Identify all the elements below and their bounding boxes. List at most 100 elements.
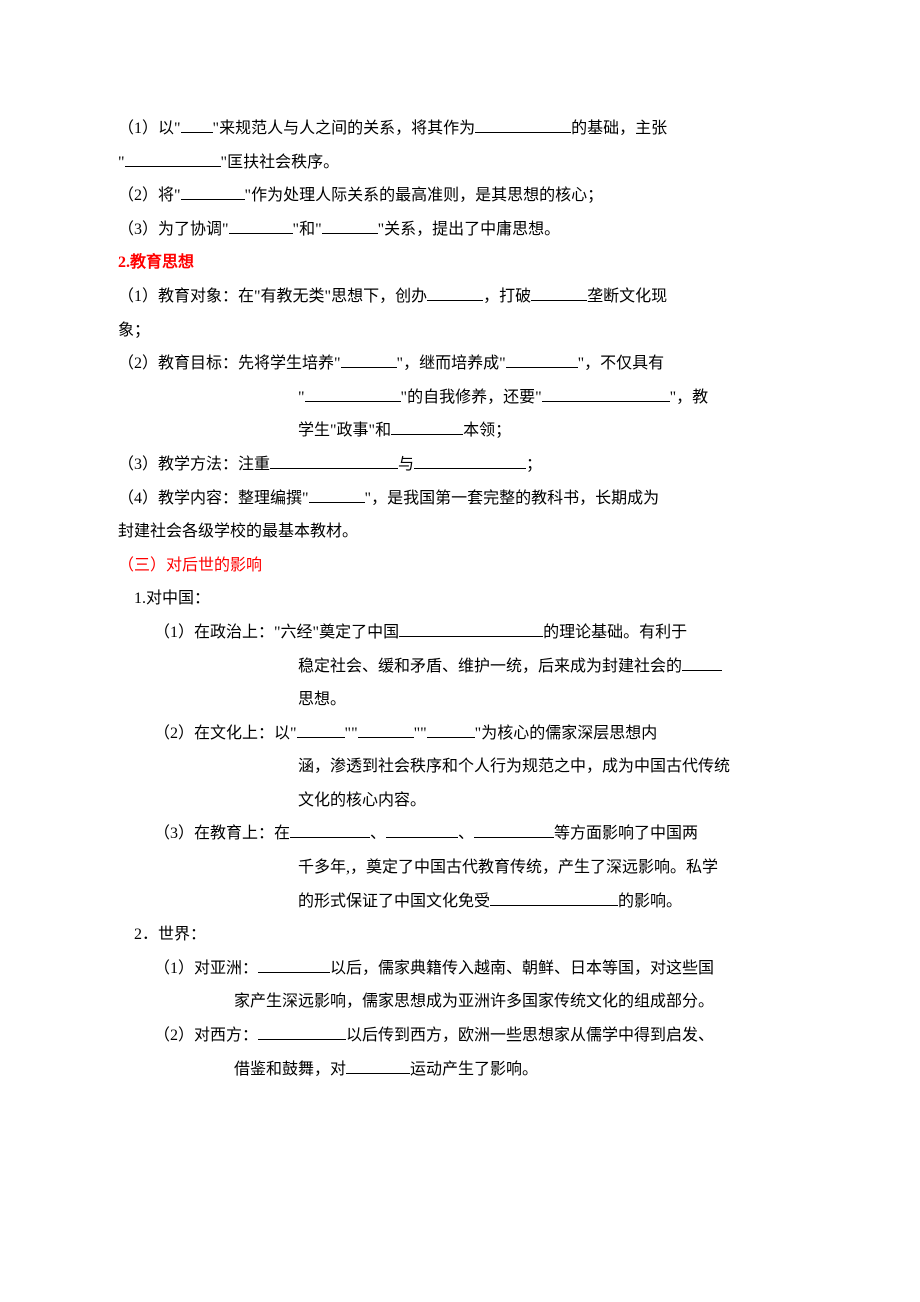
text: 与 [398, 456, 414, 473]
text: "，是我国第一套完整的教科书，长期成为 [365, 490, 660, 507]
para-3w-2: （2）对西方：以后传到西方，欧洲一些思想家从儒学中得到启发、 [118, 1019, 802, 1053]
text: ； [526, 456, 542, 473]
text: 以后，儒家典籍传入越南、朝鲜、日本等国，对这些国 [330, 960, 714, 977]
text: （2）教育目标：先将学生培养" [118, 355, 341, 372]
para-1-3: （3）为了协调" "和" "关系，提出了中庸思想。 [118, 213, 802, 247]
text: 借鉴和鼓舞，对 [234, 1061, 346, 1078]
text: "来规范人与人之间的关系，将其作为 [213, 120, 476, 137]
blank [682, 654, 722, 671]
blank [290, 821, 370, 838]
text: 2．世界： [134, 926, 206, 943]
text: "" [345, 725, 358, 742]
text: "，教 [670, 389, 709, 406]
text: 的基础，主张 [571, 120, 667, 137]
text: "为核心的儒家深层思想内 [475, 725, 658, 742]
text: （1）以" [118, 120, 181, 137]
blank [305, 385, 401, 402]
text: "关系，提出了中庸思想。 [378, 221, 561, 238]
para-1-1: （1）以" "来规范人与人之间的关系，将其作为 的基础，主张 [118, 112, 802, 146]
para-2-3: （3）教学方法：注重 与 ； [118, 448, 802, 482]
text: 的影响。 [618, 893, 682, 910]
text: （1）在政治上："六经"奠定了中国 [154, 624, 399, 641]
text: （4）教学内容：整理编撰" [118, 490, 309, 507]
blank [542, 385, 670, 402]
para-3w-2-cont: 借鉴和鼓舞，对 运动产生了影响。 [118, 1053, 802, 1087]
para-2-2-cont1: ""的自我修养，还要""，教 [118, 381, 802, 415]
heading-3-impact: （三）对后世的影响 [118, 549, 802, 583]
para-3-2: （2）在文化上：以" "" "" "为核心的儒家深层思想内 [118, 717, 802, 751]
text: （3）在教育上：在 [154, 825, 290, 842]
text: （3）教学方法：注重 [118, 456, 270, 473]
para-3w-1-cont: 家产生深远影响，儒家思想成为亚洲许多国家传统文化的组成部分。 [118, 985, 802, 1019]
text: 稳定社会、缓和矛盾、维护一统，后来成为封建社会的 [298, 658, 682, 675]
heading-2-edu: 2.教育思想 [118, 246, 802, 280]
blank [181, 116, 213, 133]
text: "" [414, 725, 427, 742]
blank [358, 721, 414, 738]
text: 涵，渗透到社会秩序和个人行为规范之中，成为中国古代传统 [298, 758, 730, 775]
text: "，不仅具有 [578, 355, 665, 372]
text: 、 [458, 825, 474, 842]
text: "匡扶社会秩序。 [221, 154, 340, 171]
blank [341, 351, 397, 368]
para-1-1-cont: ""匡扶社会秩序。 [118, 146, 802, 180]
blank [125, 150, 221, 167]
para-3-world: 2．世界： [118, 918, 802, 952]
para-3-1: （1）在政治上："六经"奠定了中国 的理论基础。有利于 [118, 616, 802, 650]
blank [474, 821, 554, 838]
blank [270, 452, 398, 469]
text: "的自我修养，还要" [401, 389, 542, 406]
text: 等方面影响了中国两 [554, 825, 698, 842]
text: 家产生深远影响，儒家思想成为亚洲许多国家传统文化的组成部分。 [234, 993, 714, 1010]
text: 本领； [463, 422, 511, 439]
text: "作为处理人际关系的最高准则，是其思想的核心； [245, 187, 604, 204]
blank [399, 620, 543, 637]
blank [490, 889, 618, 906]
text: 的形式保证了中国文化免受 [298, 893, 490, 910]
para-2-1: （1）教育对象：在"有教无类"思想下，创办，打破垄断文化现 [118, 280, 802, 314]
para-3-3: （3）在教育上：在 、 、 等方面影响了中国两 [118, 817, 802, 851]
blank [391, 418, 463, 435]
para-3w-1: （1）对亚洲： 以后，儒家典籍传入越南、朝鲜、日本等国，对这些国 [118, 952, 802, 986]
text: 千多年,，奠定了中国古代教育传统，产生了深远影响。私学 [298, 859, 718, 876]
heading-text: （三）对后世的影响 [118, 557, 262, 574]
text: ，打破 [483, 288, 531, 305]
blank [427, 721, 475, 738]
text: （2）将" [118, 187, 181, 204]
text: 的理论基础。有利于 [543, 624, 687, 641]
text: 思想。 [298, 691, 346, 708]
text: 、 [370, 825, 386, 842]
text: （1）教育对象：在"有教无类"思想下，创办 [118, 288, 427, 305]
blank [346, 1057, 410, 1074]
blank [386, 821, 458, 838]
text: 运动产生了影响。 [410, 1061, 538, 1078]
blank [531, 284, 587, 301]
text: （3）为了协调" [118, 221, 229, 238]
blank [309, 486, 365, 503]
text: （2）在文化上：以" [154, 725, 297, 742]
para-1-2: （2）将" "作为处理人际关系的最高准则，是其思想的核心； [118, 179, 802, 213]
para-3-2-cont2: 文化的核心内容。 [118, 784, 802, 818]
para-2-4: （4）教学内容：整理编撰" "，是我国第一套完整的教科书，长期成为 [118, 482, 802, 516]
para-3-3-cont2: 的形式保证了中国文化免受 的影响。 [118, 885, 802, 919]
blank [322, 217, 378, 234]
document-page: （1）以" "来规范人与人之间的关系，将其作为 的基础，主张 ""匡扶社会秩序。 （… [0, 0, 920, 1302]
blank [258, 1023, 346, 1040]
para-2-2: （2）教育目标：先将学生培养""，继而培养成""，不仅具有 [118, 347, 802, 381]
blank [258, 956, 330, 973]
para-3-1-cont2: 思想。 [118, 683, 802, 717]
blank [229, 217, 293, 234]
para-3-2-cont1: 涵，渗透到社会秩序和个人行为规范之中，成为中国古代传统 [118, 750, 802, 784]
text: 以后传到西方，欧洲一些思想家从儒学中得到启发、 [346, 1027, 714, 1044]
blank [427, 284, 483, 301]
blank [414, 452, 526, 469]
text: "和" [293, 221, 322, 238]
blank [297, 721, 345, 738]
text: （1）对亚洲： [154, 960, 258, 977]
para-3-3-cont1: 千多年,，奠定了中国古代教育传统，产生了深远影响。私学 [118, 851, 802, 885]
text: 文化的核心内容。 [298, 792, 426, 809]
para-2-1-cont: 象； [118, 314, 802, 348]
blank [181, 183, 245, 200]
text: 封建社会各级学校的最基本教材。 [118, 523, 358, 540]
para-2-2-cont2: 学生"政事"和本领； [118, 414, 802, 448]
